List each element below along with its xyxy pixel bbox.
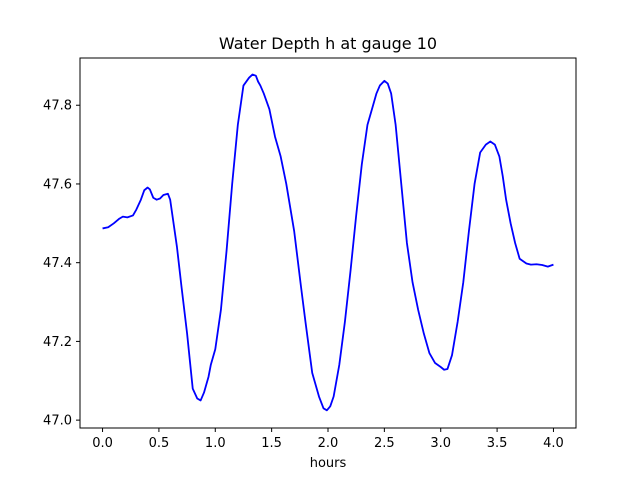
x-tick-label: 1.5 (261, 436, 282, 451)
y-tick-label: 47.2 (43, 335, 72, 350)
x-tick-label: 2.0 (318, 436, 339, 451)
y-tick-label: 47.6 (43, 177, 72, 192)
x-tick-label: 3.5 (487, 436, 508, 451)
x-axis-label: hours (310, 456, 347, 471)
x-tick-label: 1.0 (205, 436, 226, 451)
x-tick-label: 3.0 (430, 436, 451, 451)
y-tick-label: 47.0 (43, 414, 72, 429)
x-tick-label: 0.5 (149, 436, 170, 451)
y-axis: 47.0 47.2 47.4 47.6 47.8 (43, 99, 80, 429)
x-tick-label: 2.5 (374, 436, 395, 451)
series-layer (102, 73, 554, 412)
x-axis: 0.0 0.5 1.0 1.5 2.0 2.5 3.0 3.5 4.0 (92, 428, 564, 451)
y-tick-label: 47.8 (43, 99, 72, 114)
chart-title: Water Depth h at gauge 10 (219, 34, 437, 53)
series-line-0 (102, 73, 554, 412)
x-tick-label: 4.0 (543, 436, 564, 451)
x-tick-label: 0.0 (92, 436, 113, 451)
y-tick-label: 47.4 (43, 256, 72, 271)
